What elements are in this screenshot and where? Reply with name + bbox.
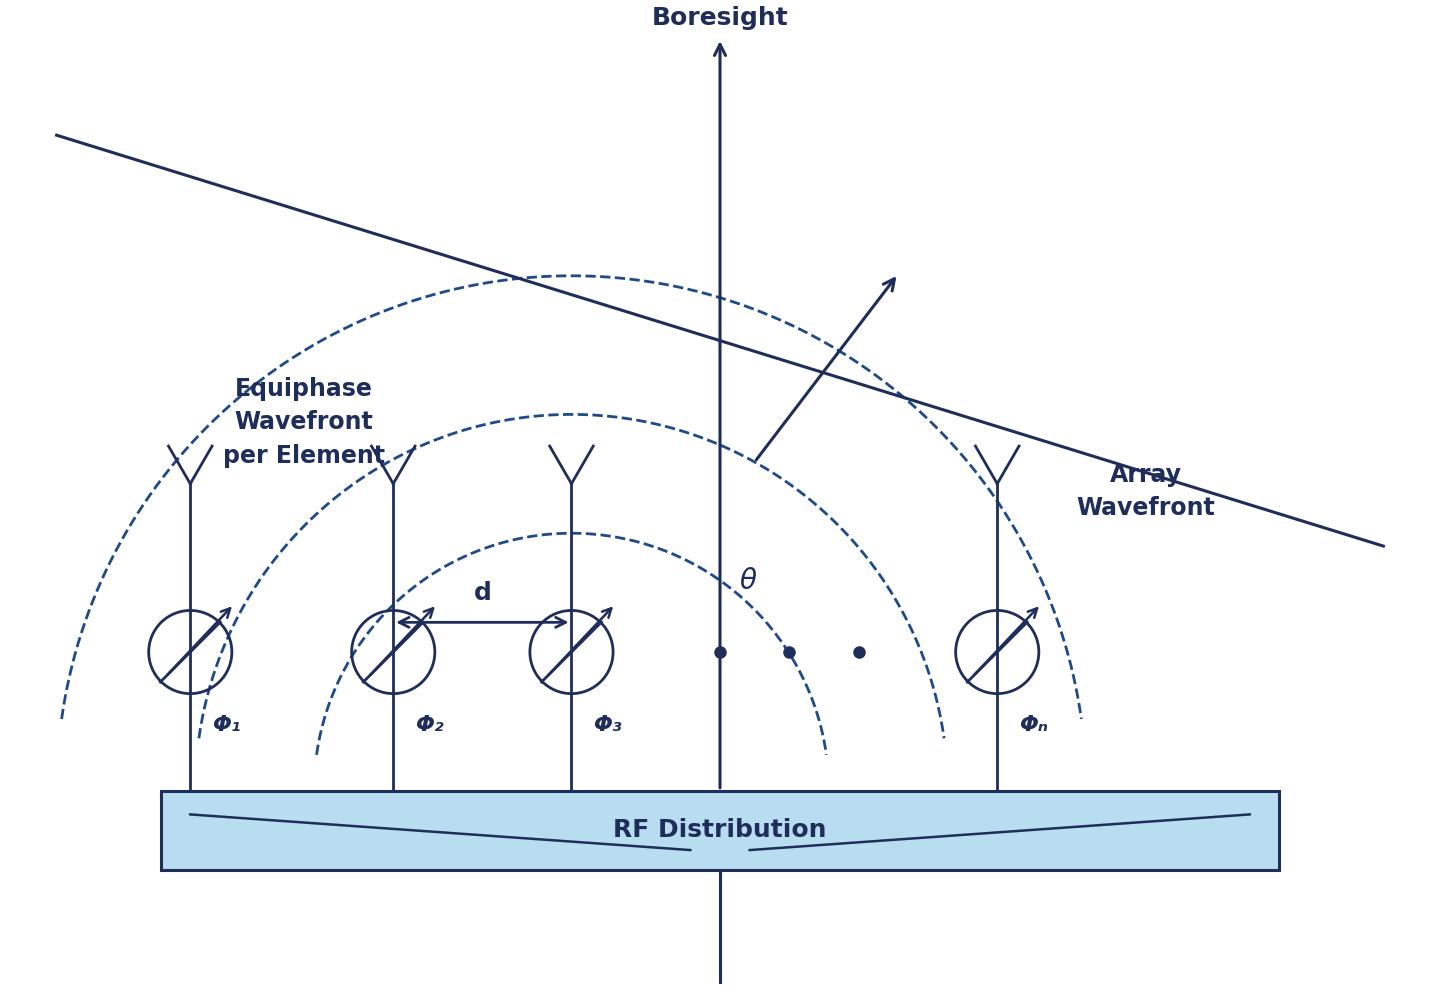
Text: d: d: [474, 581, 491, 605]
Text: Φ₂: Φ₂: [415, 716, 444, 736]
Text: θ: θ: [740, 567, 757, 595]
Bar: [161, 790, 1279, 870]
Text: Φ₁: Φ₁: [212, 716, 240, 736]
Text: Boresight: Boresight: [652, 6, 788, 30]
Text: RF Distribution: RF Distribution: [613, 818, 827, 842]
Text: Equiphase
Wavefront
per Element: Equiphase Wavefront per Element: [223, 377, 384, 468]
Text: Φ₃: Φ₃: [593, 716, 622, 736]
Text: Φₙ: Φₙ: [1020, 716, 1048, 736]
Text: Array
Wavefront: Array Wavefront: [1076, 463, 1215, 520]
